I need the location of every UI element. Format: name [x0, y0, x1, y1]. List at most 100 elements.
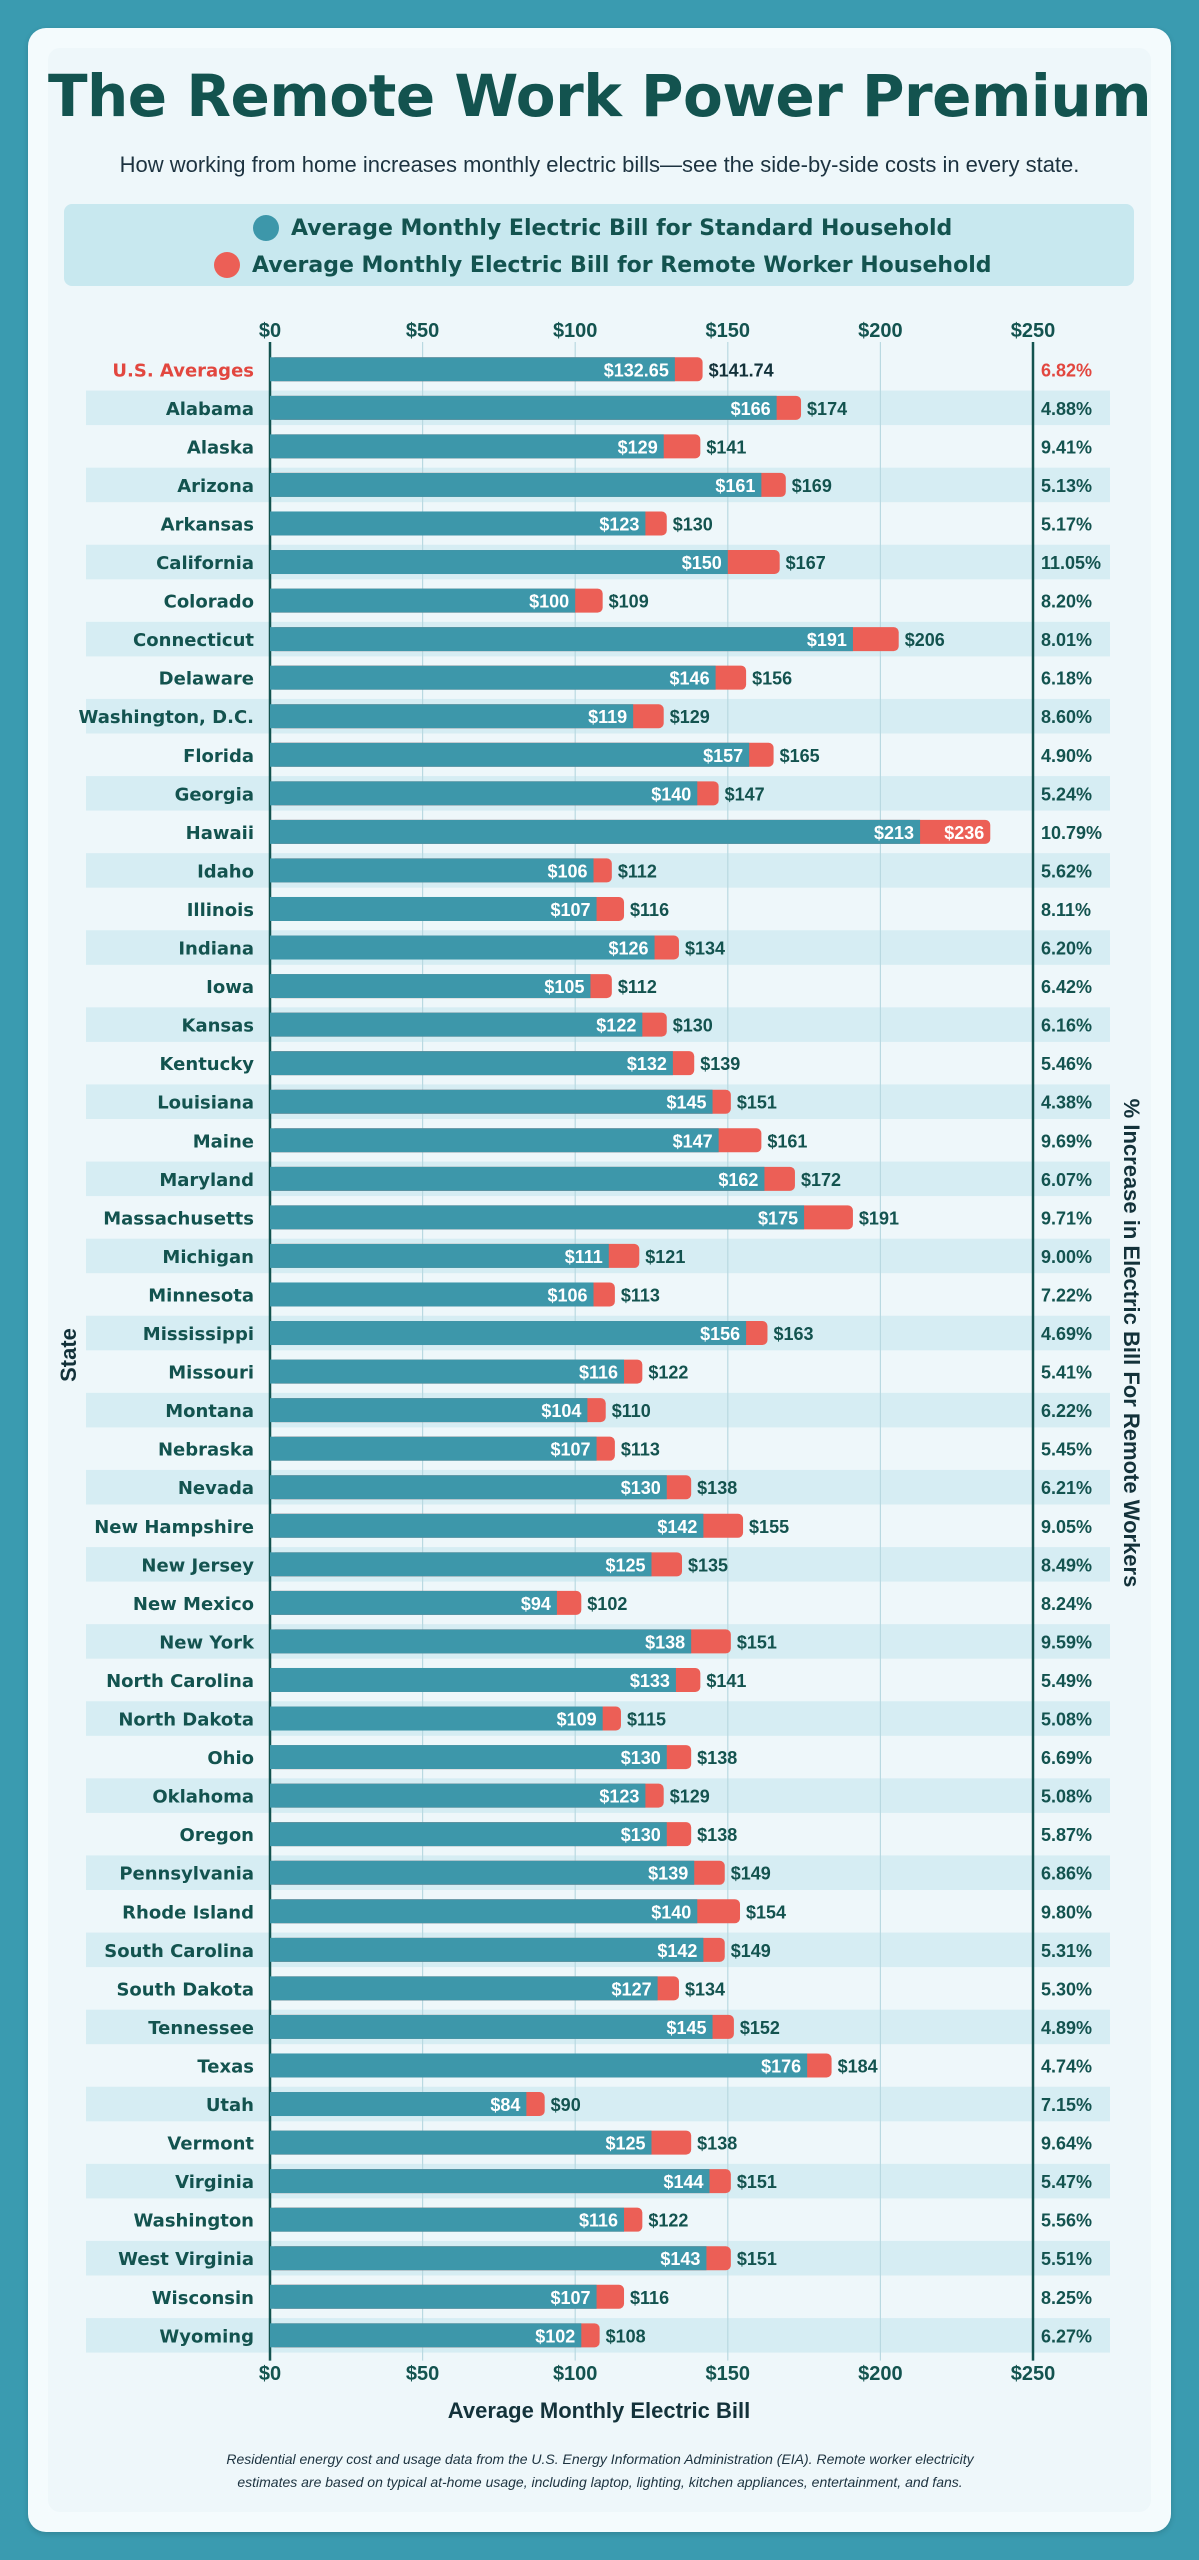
data-label-remote: $149 [731, 1864, 771, 1884]
bar-standard [270, 588, 576, 613]
data-label-standard: $123 [599, 1787, 639, 1807]
percent-label: 6.42% [1041, 977, 1092, 997]
data-label-standard: $145 [666, 1093, 706, 1113]
data-label-remote: $169 [792, 476, 832, 496]
x-tick-label-top: $150 [706, 320, 751, 342]
state-label: Wyoming [159, 2326, 254, 2347]
x-tick-label-bottom: $50 [406, 2363, 439, 2385]
bar-chart: $0 $0 $50 $50 $100 $100 $150 $150 $200 $200 $250 $2… [56, 320, 1144, 2423]
data-label-standard: $111 [565, 1247, 603, 1267]
percent-label: 5.56% [1041, 2211, 1092, 2231]
state-label: Delaware [159, 669, 254, 690]
data-label-remote: $134 [685, 1979, 725, 1999]
data-label-remote: $138 [697, 1478, 737, 1498]
data-label-standard: $161 [715, 476, 755, 496]
data-label-standard: $156 [700, 1324, 740, 1344]
state-label: Texas [197, 2056, 254, 2077]
percent-label: 7.15% [1041, 2095, 1092, 2115]
state-label: Arizona [177, 476, 254, 497]
legend-label-standard: Average Monthly Electric Bill for Standa… [291, 215, 953, 241]
percent-label: 6.22% [1041, 1401, 1092, 1421]
data-label-remote: $134 [685, 939, 725, 959]
data-label-remote: $102 [587, 1594, 627, 1614]
percent-label: 5.49% [1041, 1671, 1092, 1691]
data-label-remote: $129 [670, 707, 710, 727]
data-label-remote: $116 [630, 900, 669, 920]
bar-standard [270, 1513, 704, 1538]
bar-standard [270, 781, 698, 806]
data-label-standard: $106 [547, 861, 587, 881]
percent-label: 5.41% [1041, 1363, 1092, 1383]
percent-label: 9.41% [1041, 437, 1092, 457]
data-label-remote: $108 [606, 2326, 646, 2346]
percent-label: 6.20% [1041, 939, 1092, 959]
data-label-remote: $130 [673, 514, 713, 534]
percent-label: 8.25% [1041, 2288, 1092, 2308]
state-label: Wisconsin [152, 2288, 254, 2309]
bar-standard [270, 1359, 625, 1384]
bar-standard [270, 704, 634, 729]
percent-label: 10.79% [1041, 823, 1102, 843]
data-label-standard: $143 [660, 2249, 700, 2269]
data-label-remote: $191 [859, 1208, 899, 1228]
percent-label: 6.82% [1041, 360, 1092, 380]
data-label-remote: $155 [749, 1517, 789, 1537]
state-label: Michigan [162, 1247, 254, 1268]
data-label-remote: $165 [780, 746, 820, 766]
data-label-standard: $142 [657, 1941, 697, 1961]
state-label: Nevada [178, 1478, 254, 1499]
x-tick-label-top: $200 [858, 320, 903, 342]
state-label: Oregon [180, 1825, 254, 1846]
legend-swatch-remote [214, 252, 240, 278]
percent-label: 6.21% [1041, 1478, 1092, 1498]
percent-label: 6.86% [1041, 1864, 1092, 1884]
footnote: Residential energy cost and usage data f… [150, 2448, 1050, 2494]
bar-standard [270, 1128, 719, 1153]
state-label: Washington [133, 2211, 254, 2232]
data-label-standard: $138 [645, 1632, 685, 1652]
data-label-standard: $106 [547, 1285, 587, 1305]
data-label-remote: $90 [551, 2095, 581, 2115]
percent-label: 9.64% [1041, 2134, 1092, 2154]
row-stripe [86, 2086, 1110, 2122]
percent-label: 11.05% [1041, 553, 1101, 573]
data-label-standard: $146 [670, 669, 710, 689]
state-label: Minnesota [148, 1285, 254, 1306]
percent-label: 9.69% [1041, 1131, 1092, 1151]
data-label-remote: $112 [618, 861, 657, 881]
data-label-remote: $163 [773, 1324, 813, 1344]
data-label-standard: $116 [579, 1363, 618, 1383]
state-label: Illinois [187, 900, 254, 921]
state-label: Iowa [206, 977, 254, 998]
x-tick-label-top: $250 [1011, 320, 1056, 342]
data-label-standard: $109 [557, 1710, 597, 1730]
bar-standard [270, 1321, 747, 1346]
x-tick-label-bottom: $150 [706, 2363, 751, 2385]
percent-label: 9.71% [1041, 1208, 1092, 1228]
y2-axis-title: % Increase in Electric Bill For Remote W… [1119, 1099, 1144, 1588]
data-label-remote: $112 [618, 977, 657, 997]
bar-standard [270, 1745, 667, 1770]
state-label: New York [159, 1632, 255, 1653]
percent-label: 5.24% [1041, 784, 1092, 804]
data-label-remote: $115 [627, 1710, 666, 1730]
state-label: Kansas [182, 1016, 254, 1037]
data-label-standard: $144 [663, 2172, 703, 2192]
data-label-remote: $135 [688, 1555, 728, 1575]
bar-standard [270, 1822, 667, 1847]
percent-label: 5.31% [1041, 1941, 1092, 1961]
bar-standard [270, 974, 591, 999]
state-label: Missouri [168, 1363, 254, 1384]
x-tick-label-bottom: $200 [858, 2363, 903, 2385]
bar-standard [270, 1205, 805, 1230]
data-label-standard: $130 [621, 1478, 661, 1498]
data-label-remote: $138 [697, 1825, 737, 1845]
bar-standard [270, 1706, 603, 1731]
percent-label: 5.30% [1041, 1979, 1092, 1999]
data-label-standard: $100 [529, 592, 569, 612]
data-label-standard: $133 [630, 1671, 670, 1691]
data-label-remote: $141.74 [709, 360, 774, 380]
data-label-standard: $145 [666, 2018, 706, 2038]
state-label: Washington, D.C. [79, 707, 254, 728]
state-label: New Hampshire [94, 1517, 254, 1538]
